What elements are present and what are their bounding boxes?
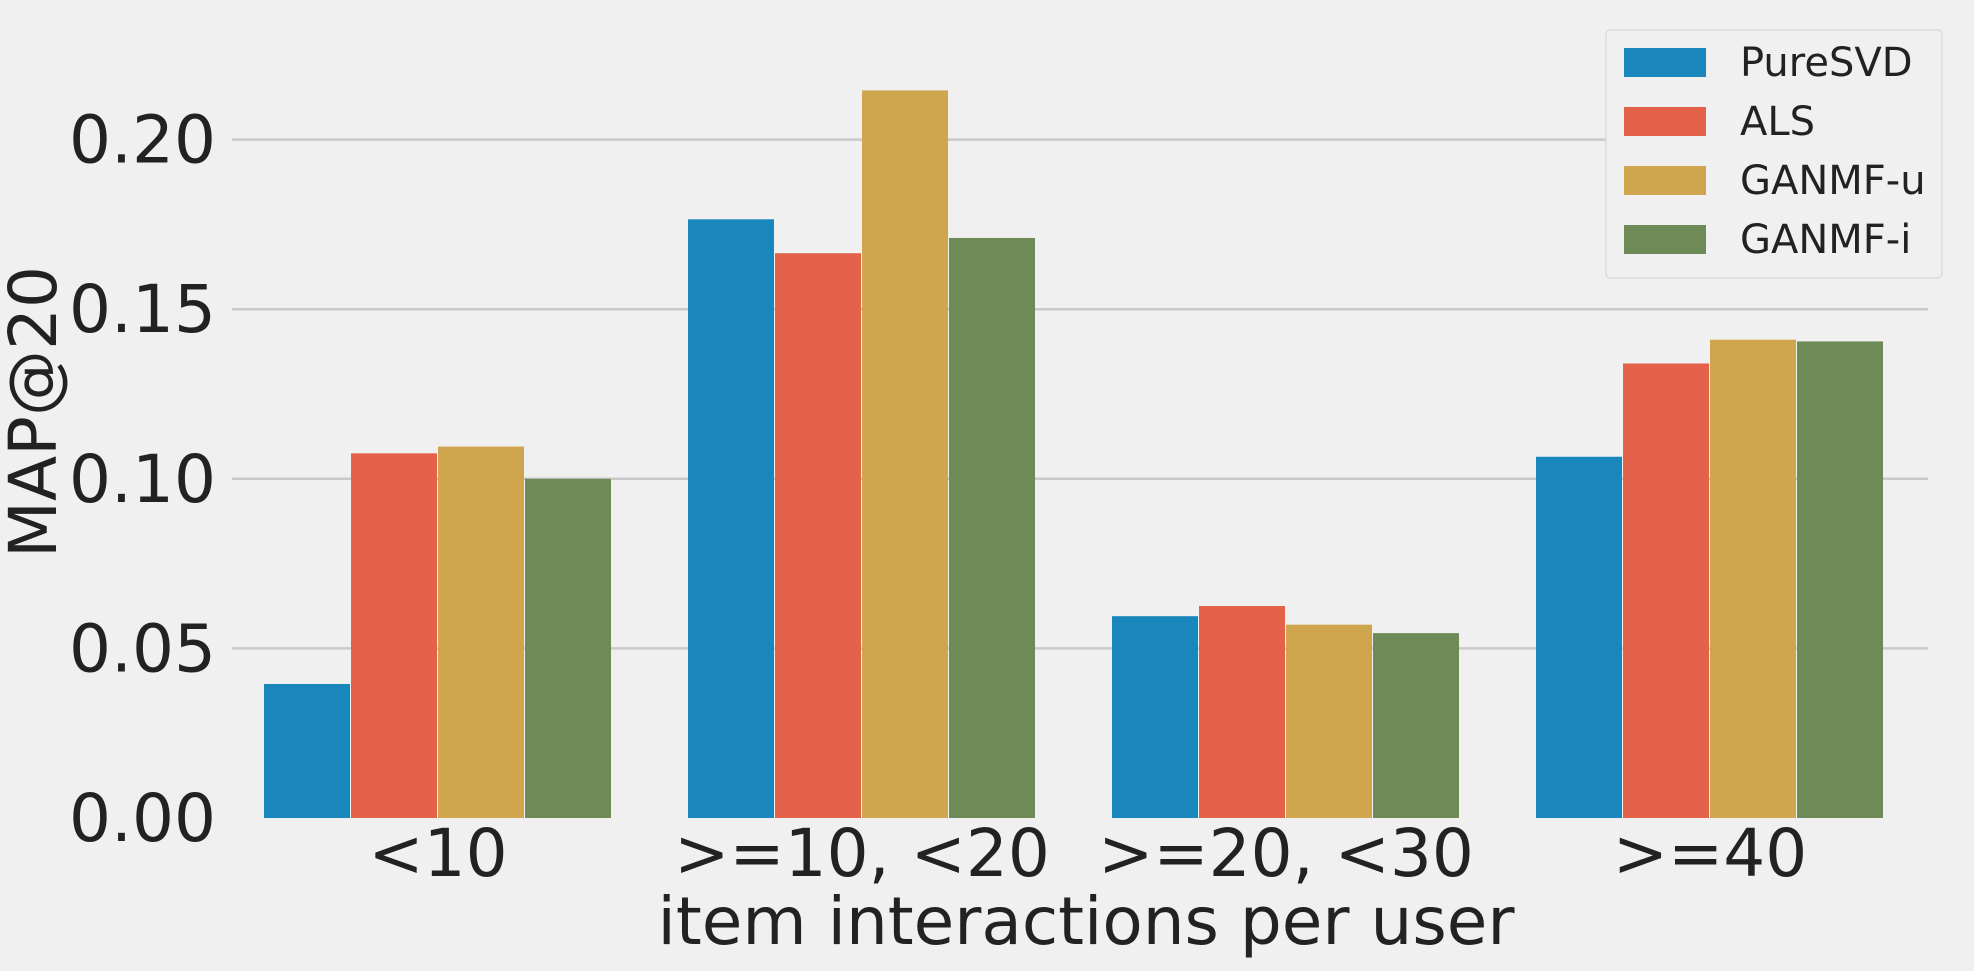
legend-label: GANMF-u bbox=[1740, 158, 1926, 204]
legend-label: ALS bbox=[1740, 99, 1815, 145]
y-axis-label: MAP@20 bbox=[0, 266, 72, 558]
x-tick-label: >=40 bbox=[1613, 815, 1808, 892]
bar-ganmf-u-3 bbox=[1710, 339, 1796, 818]
x-axis-ticks: <10 >=10, <20 >=20, <30 >=40 bbox=[368, 815, 1807, 892]
bar-puresvd-1 bbox=[688, 219, 774, 818]
legend-swatch bbox=[1624, 166, 1706, 195]
y-tick-label: 0.15 bbox=[69, 271, 216, 348]
legend-label: GANMF-i bbox=[1740, 217, 1911, 263]
bar-als-2 bbox=[1199, 605, 1285, 818]
x-tick-label: >=10, <20 bbox=[674, 815, 1050, 892]
legend-frame bbox=[1605, 29, 1943, 279]
legend-swatch bbox=[1624, 107, 1706, 136]
x-axis-label: item interactions per user bbox=[658, 883, 1516, 960]
bar-puresvd-2 bbox=[1112, 616, 1198, 818]
bar-ganmf-i-0 bbox=[525, 478, 611, 818]
bar-ganmf-u-0 bbox=[438, 446, 524, 818]
bar-puresvd-0 bbox=[264, 684, 350, 818]
y-axis-ticks: 0.00 0.05 0.10 0.15 0.20 bbox=[69, 102, 216, 857]
legend-swatch bbox=[1624, 48, 1706, 77]
bar-ganmf-u-1 bbox=[862, 90, 948, 818]
bar-ganmf-i-1 bbox=[949, 237, 1035, 819]
bar-ganmf-u-2 bbox=[1286, 624, 1372, 818]
x-tick-label: <10 bbox=[368, 815, 507, 892]
legend-swatch bbox=[1624, 225, 1706, 254]
bars bbox=[264, 90, 1883, 819]
legend-label: PureSVD bbox=[1740, 40, 1913, 86]
y-tick-label: 0.00 bbox=[69, 780, 216, 857]
y-tick-label: 0.20 bbox=[69, 102, 216, 179]
y-tick-label: 0.10 bbox=[69, 441, 216, 518]
bar-ganmf-i-3 bbox=[1797, 341, 1883, 818]
bar-als-3 bbox=[1623, 363, 1709, 818]
y-tick-label: 0.05 bbox=[69, 610, 216, 687]
bar-puresvd-3 bbox=[1536, 456, 1622, 818]
bar-als-1 bbox=[775, 253, 861, 818]
legend: PureSVD ALS GANMF-u GANMF-i bbox=[1605, 29, 1943, 279]
bar-als-0 bbox=[351, 453, 437, 818]
x-tick-label: >=20, <30 bbox=[1098, 815, 1474, 892]
bar-ganmf-i-2 bbox=[1373, 633, 1459, 818]
